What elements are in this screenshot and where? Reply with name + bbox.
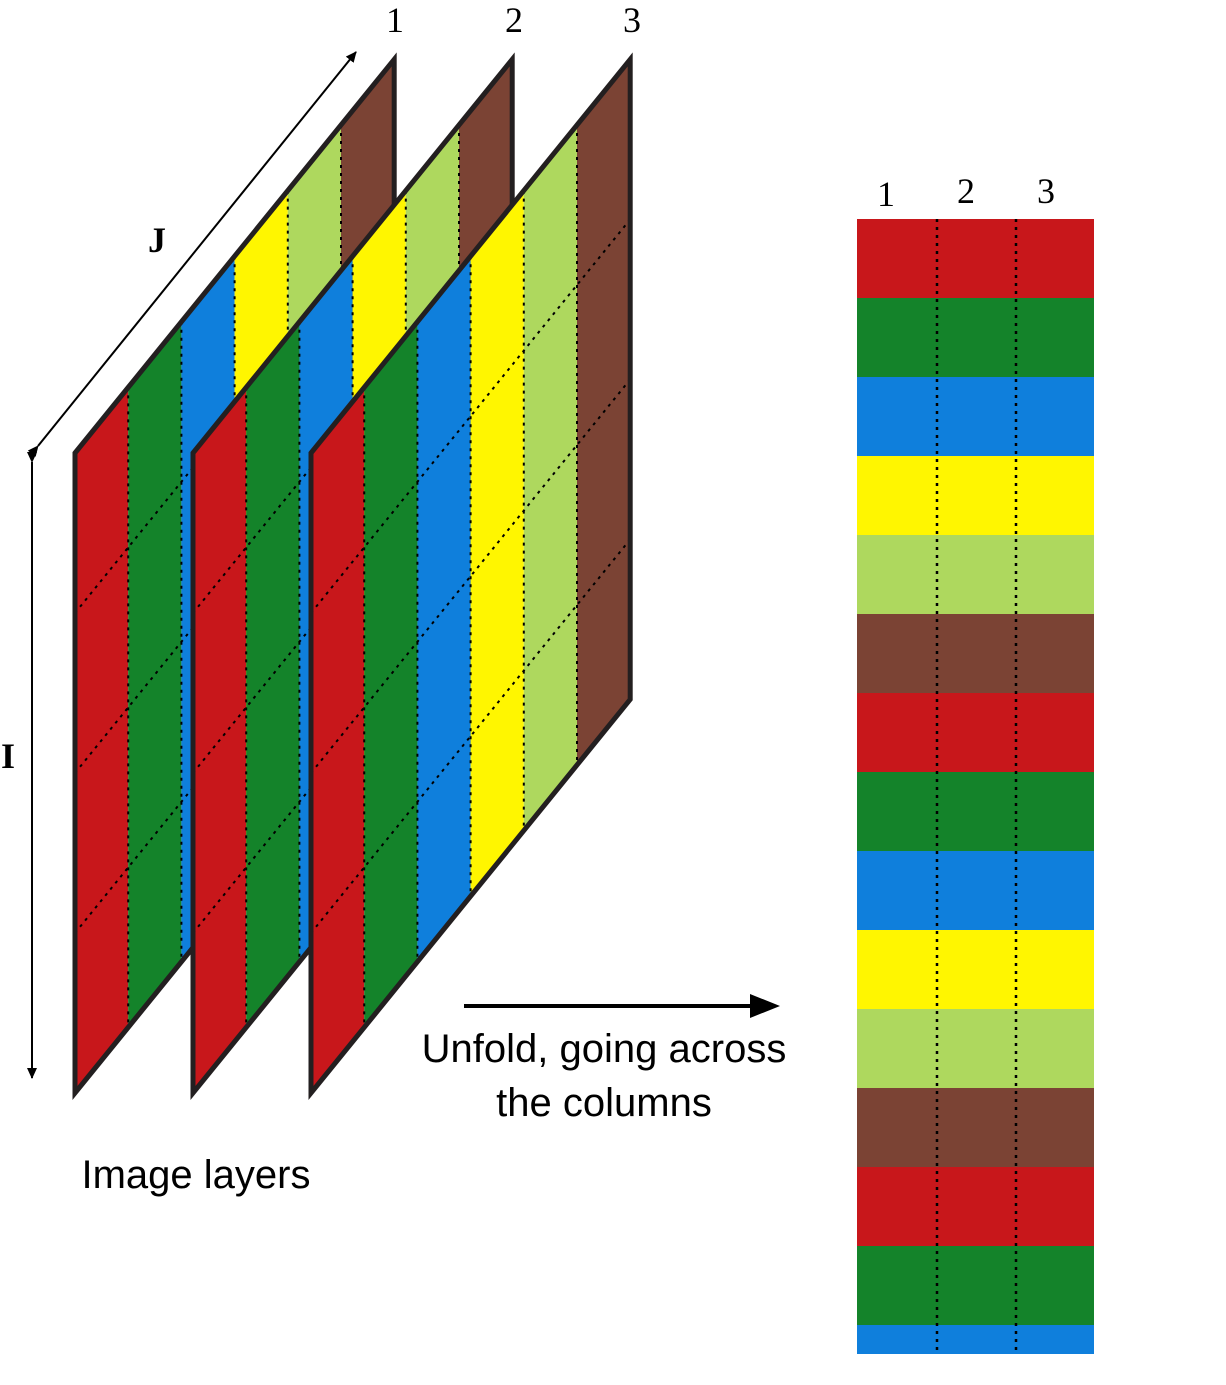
column-label-3: 3 [1037,171,1055,211]
column-label-2: 2 [957,171,975,211]
unfolded-band-yellow [857,456,1094,535]
unfolded-matrix [857,219,1094,1354]
unfolded-band-blue [857,851,1094,930]
layer-3-stripe-light-green [523,125,577,831]
double-arrow-diagonal-icon [27,51,357,457]
layer-label-1: 1 [386,0,404,40]
j-dimension-label: J [148,220,166,260]
unfolded-band-red [857,693,1094,772]
column-label-1: 1 [877,174,895,214]
unfolded-band-brown [857,1088,1094,1167]
arrow-right-icon [464,994,780,1018]
unfolded-band-yellow [857,930,1094,1009]
layer-3-stripe-yellow [470,190,524,897]
unfold-caption-line-1: Unfold, going across [422,1027,787,1071]
unfolded-band-green [857,772,1094,851]
layer-1-stripe-green [128,321,182,1028]
layer-label-2: 2 [505,0,523,40]
image-layers-caption: Image layers [82,1153,311,1197]
unfolded-band-green [857,298,1094,377]
layer-label-3: 3 [623,0,641,40]
unfolded-band-red [857,1167,1094,1246]
image-layer-3 [308,52,633,1101]
unfolded-band-green [857,1246,1094,1325]
unfolded-band-blue [857,377,1094,456]
i-dimension-label: I [1,736,15,776]
layer-3-outline [308,52,633,1101]
unfolded-band-light-green [857,1009,1094,1088]
unfolded-band-blue [857,1325,1094,1354]
layer-3-stripe-green [364,321,418,1028]
unfolded-band-red [857,219,1094,298]
unfolded-band-light-green [857,535,1094,614]
unfold-caption-line-2: the columns [496,1081,712,1125]
layer-2-stripe-green [246,321,300,1028]
layer-3-stripe-blue [417,256,471,962]
unfolded-band-brown [857,614,1094,693]
image-layers-stack [72,52,633,1101]
